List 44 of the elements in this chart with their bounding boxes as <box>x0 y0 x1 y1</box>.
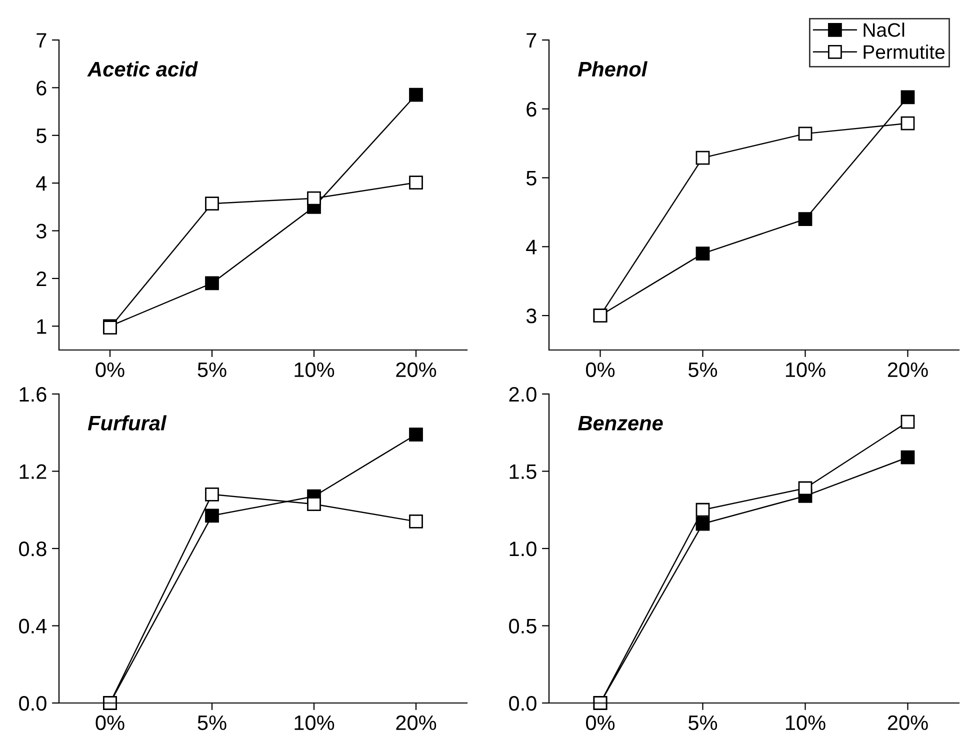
y-tick-label: 5 <box>36 128 46 144</box>
y-tick-label: 1.2 <box>20 464 46 479</box>
y-tick-label: 4 <box>36 176 47 191</box>
text: Acetic acid <box>87 61 198 77</box>
text: Phenol <box>578 61 648 77</box>
y-tick-label: 2 <box>36 271 46 286</box>
x-tick-label: 10% <box>294 715 334 730</box>
x-tick-label: 0% <box>96 362 124 378</box>
y-tick-label: 1.0 <box>510 542 536 556</box>
x-tick-label: 5% <box>688 362 718 378</box>
y-tick-label: 1.6 <box>20 387 46 402</box>
x-tick-label: 10% <box>294 362 334 378</box>
x-tick-label: 0% <box>586 362 615 378</box>
legend-label: NaCl <box>864 22 904 37</box>
x-tick-label: 20% <box>888 362 928 378</box>
y-tick-label: 4 <box>526 240 537 254</box>
y-tick-label: 7 <box>36 33 46 48</box>
y-tick-label: 0.0 <box>509 696 536 711</box>
y-tick-label: 3 <box>526 308 536 324</box>
y-tick-label: 0.0 <box>19 696 46 711</box>
text: Benzene <box>578 416 663 430</box>
y-tick-label: 0.5 <box>509 618 536 634</box>
x-tick-label: 0% <box>96 715 124 730</box>
x-tick-label: 0% <box>586 715 615 730</box>
x-tick-label: 10% <box>786 362 826 378</box>
y-tick-label: 5 <box>526 170 536 186</box>
x-tick-label: 20% <box>396 362 436 378</box>
x-tick-label: 5% <box>198 715 226 730</box>
x-tick-label: 20% <box>396 715 436 730</box>
y-tick-label: 6 <box>36 80 46 96</box>
y-tick-label: 1.5 <box>510 464 536 480</box>
y-tick-label: 6 <box>526 102 536 117</box>
y-tick-label: 1 <box>37 319 46 334</box>
y-tick-label: 0.4 <box>19 618 47 634</box>
x-tick-label: 5% <box>198 362 226 378</box>
y-tick-label: 3 <box>36 224 46 239</box>
x-tick-label: 10% <box>786 715 826 730</box>
x-tick-label: 5% <box>688 715 718 730</box>
y-tick-label: 2.0 <box>509 387 536 402</box>
y-tick-label: 0.8 <box>19 542 46 556</box>
y-tick-label: 7 <box>526 33 536 48</box>
x-tick-label: 20% <box>888 715 928 730</box>
legend-label: Permutite <box>864 44 945 59</box>
text: Furfural <box>88 415 167 430</box>
